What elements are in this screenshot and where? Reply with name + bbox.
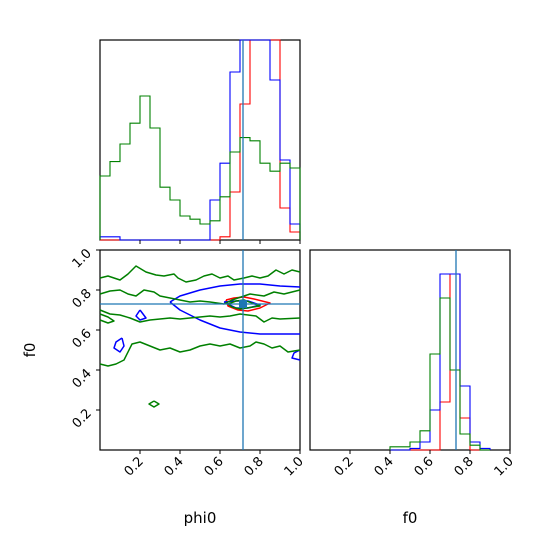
hist-f0-green xyxy=(389,297,490,451)
truth-point xyxy=(239,300,247,308)
marginal-f0-histograms xyxy=(389,273,491,451)
y-axis-title-f0: f0 xyxy=(21,343,39,358)
contour-green-9 xyxy=(99,289,301,305)
tick-label-joint-x: 0.4 xyxy=(162,454,187,479)
x-axis-title-f0: f0 xyxy=(403,509,418,527)
tick-label-joint-x: 0.8 xyxy=(242,454,267,479)
tick-label-right-x: 0.4 xyxy=(372,454,397,479)
truth-markers xyxy=(100,40,457,450)
contour-green-11 xyxy=(227,299,261,310)
tick-label-joint-y: 0.4 xyxy=(70,366,95,391)
tick-label-joint-y: 0.2 xyxy=(70,406,95,431)
marginal-f0-frame xyxy=(309,249,511,451)
hist-f0-blue xyxy=(390,273,491,451)
contour-green-12 xyxy=(99,313,115,324)
contour-blue-3 xyxy=(169,301,300,335)
tick-label-right-x: 0.8 xyxy=(452,454,477,479)
contour-green-8 xyxy=(99,341,301,367)
contour-blue-4 xyxy=(113,337,125,353)
x-axis-title-phi0: phi0 xyxy=(184,509,217,527)
tick-label-joint-y: 0.6 xyxy=(70,326,95,351)
hist-phi0-green xyxy=(99,95,301,240)
contour-blue-6 xyxy=(291,349,301,361)
contour-green-13 xyxy=(148,400,160,408)
tick-label-right-x: 1.0 xyxy=(492,454,517,479)
contour-blue-5 xyxy=(135,309,147,321)
contour-blue-2 xyxy=(169,283,301,303)
tick-label-joint-x: 1.0 xyxy=(282,454,307,479)
tick-label-joint-y: 1.0 xyxy=(70,246,95,271)
contour-green-7 xyxy=(99,265,301,283)
joint-frame xyxy=(99,249,301,451)
joint-contours xyxy=(99,265,301,408)
tick-label-joint-y: 0.8 xyxy=(70,286,95,311)
tick-label-joint-x: 0.6 xyxy=(202,454,227,479)
marginal-phi0-histograms xyxy=(99,39,301,241)
tick-label-right-x: 0.2 xyxy=(332,454,357,479)
tick-label-right-x: 0.6 xyxy=(412,454,437,479)
tick-label-joint-x: 0.2 xyxy=(122,454,147,479)
contour-green-10 xyxy=(99,309,301,323)
